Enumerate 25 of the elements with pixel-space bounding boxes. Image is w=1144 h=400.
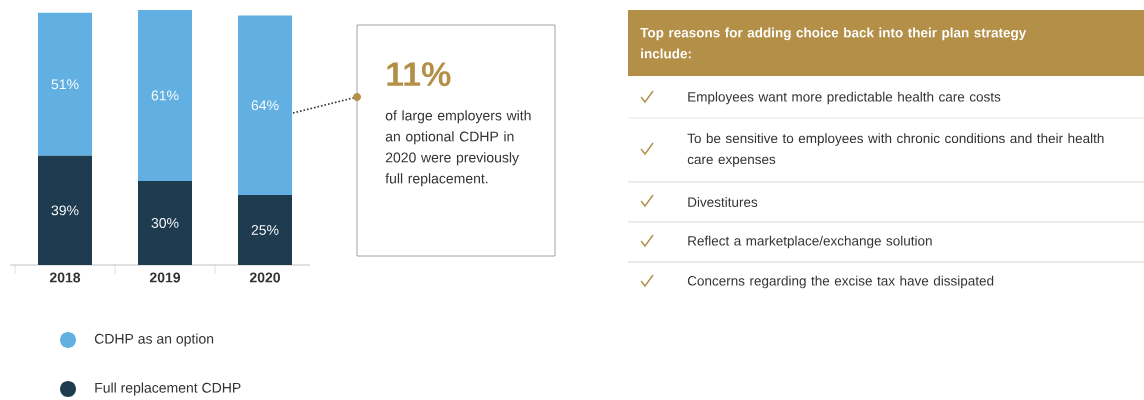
data-label: 64% bbox=[251, 100, 279, 111]
data-label: 61% bbox=[151, 90, 179, 101]
data-label: 25% bbox=[251, 225, 279, 235]
data-label: 30% bbox=[151, 218, 179, 228]
legend-label: CDHP as an option bbox=[94, 333, 214, 347]
text: Divestitures bbox=[688, 197, 758, 207]
bar bbox=[138, 180, 192, 266]
bar bbox=[238, 15, 293, 195]
text: Employees want more predictable health care costs bbox=[688, 91, 1001, 105]
text: Top reasons for adding choice back into their plan strategy include: bbox=[640, 27, 1027, 59]
text: To be sensitive to employees with chronic conditions and their health care expenses bbox=[687, 133, 1104, 167]
text: Concerns regarding the excise tax have dissipated bbox=[687, 275, 994, 289]
bar bbox=[38, 12, 92, 156]
text: of large employers with an optional CDHP in 2020 were previously full replacement. bbox=[385, 110, 531, 187]
data-label: 51% bbox=[51, 79, 79, 90]
data-label: 39% bbox=[51, 205, 79, 216]
text: 11% bbox=[387, 62, 451, 87]
text: Reflect a marketplace/exchange solution bbox=[688, 235, 932, 249]
x-tick-label: 2019 bbox=[149, 272, 181, 283]
bar bbox=[238, 194, 293, 266]
bar bbox=[138, 10, 192, 181]
x-tick-label: 2018 bbox=[49, 272, 81, 283]
legend-label: Full replacement CDHP bbox=[95, 382, 241, 396]
x-tick-label: 2020 bbox=[249, 272, 280, 283]
bar bbox=[38, 155, 92, 266]
